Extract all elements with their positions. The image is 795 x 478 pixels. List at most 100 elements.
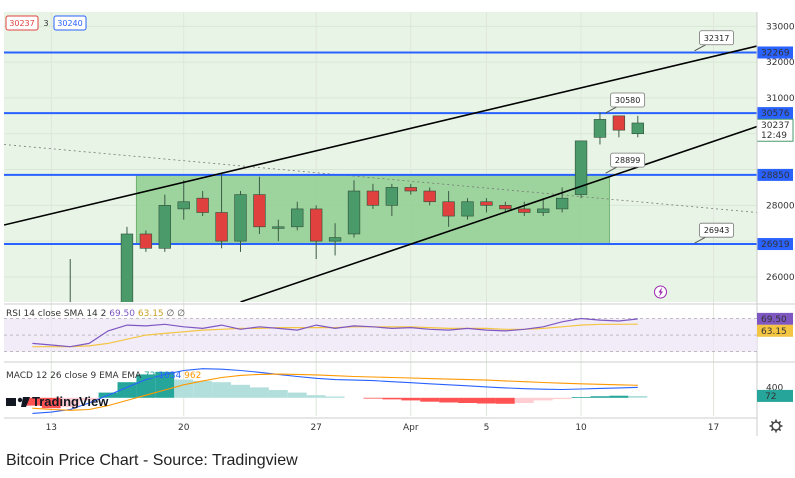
chart-caption: Bitcoin Price Chart - Source: Tradingvie…	[6, 452, 298, 469]
macd-histogram-bar	[495, 397, 515, 404]
callout-pointer	[605, 106, 617, 114]
gear-icon[interactable]	[769, 419, 783, 433]
candle	[291, 208, 304, 228]
macd-histogram-bar	[41, 397, 61, 409]
rsi-ma-axis-label: 63.15	[761, 327, 787, 337]
macd-histogram-bar	[382, 397, 402, 400]
macd-histogram-bar	[628, 395, 648, 398]
level-axis-label: 32269	[761, 48, 790, 58]
macd-label: MACD 12 26 close 9 EMA EMA 72 1034 962	[6, 371, 201, 381]
candle	[612, 115, 626, 131]
candle	[442, 201, 455, 217]
rsi-label: RSI 14 close SMA 14 2 69.50 63.15 ∅ ∅	[6, 309, 185, 319]
macd-histogram-bar	[533, 397, 553, 401]
level-axis-label: 30576	[761, 109, 790, 119]
candle	[593, 119, 607, 138]
gear-icon-tooth[interactable]	[778, 428, 782, 432]
x-tick-label: 20	[178, 423, 190, 433]
tradingview-logo-dot[interactable]	[17, 397, 23, 403]
macd-histogram-bar	[363, 397, 383, 399]
current-price-time: 12:49	[761, 131, 787, 141]
macd-histogram-bar	[306, 395, 326, 398]
candle	[328, 237, 342, 242]
level-axis-badge	[757, 107, 793, 120]
candle	[537, 208, 550, 213]
y-tick-label: 28000	[766, 201, 795, 211]
gear-icon-tooth[interactable]	[778, 420, 782, 424]
trend-line	[4, 45, 757, 226]
callout-box	[610, 152, 646, 168]
gear-icon-tooth[interactable]	[770, 420, 774, 424]
macd-histogram-bar	[514, 397, 534, 403]
candle	[423, 190, 436, 203]
callout-box	[610, 92, 646, 108]
macd-histogram-bar	[174, 379, 194, 398]
main-plot: 32317 30580 28899 26943	[4, 30, 757, 302]
candle	[177, 201, 190, 210]
current-price-label: 30237	[761, 121, 790, 131]
candle	[480, 201, 493, 206]
lightning-icon-bolt[interactable]	[658, 287, 664, 297]
trend-line	[240, 125, 757, 302]
level-axis-label: 28850	[761, 171, 790, 181]
candle	[555, 197, 569, 210]
macd-axis-label: 72	[765, 392, 776, 402]
macd-histogram-bar	[458, 397, 477, 403]
chart: 32317 30580 28899 26943 26000 28000 31000 32000…	[4, 12, 795, 436]
ask-price: 30240	[57, 19, 82, 28]
candle	[631, 122, 644, 135]
macd-histogram-bar	[249, 387, 269, 398]
macd-histogram-bar	[571, 397, 591, 398]
tradingview-logo[interactable]: TradingView	[6, 394, 109, 409]
rsi-line	[32, 317, 638, 348]
candle	[215, 212, 228, 242]
x-tick-label: Apr	[403, 423, 419, 433]
macd-histogram-bar	[552, 397, 572, 400]
candle	[574, 140, 588, 195]
macd-histogram-bar	[439, 397, 459, 403]
level-axis-label: 26919	[761, 240, 790, 250]
macd-histogram-bar	[476, 397, 496, 404]
candle	[461, 201, 474, 217]
candle	[404, 187, 417, 192]
x-tick-label: 13	[46, 423, 57, 433]
macd-histogram-bar	[212, 382, 232, 398]
macd-histogram-bar	[136, 374, 156, 398]
ask-badge[interactable]	[53, 15, 87, 31]
gear-icon-ring[interactable]	[771, 421, 781, 431]
macd-histogram-bar	[22, 397, 42, 406]
tradingview-logo-slash[interactable]	[21, 397, 30, 407]
tradingview-logo-mark[interactable]	[6, 398, 16, 406]
candle	[139, 233, 153, 249]
candle	[253, 194, 266, 228]
bid-price: 30237	[9, 19, 34, 28]
macd-histogram-bar	[420, 397, 440, 402]
macd-histogram-bar	[268, 390, 288, 398]
lightning-icon[interactable]	[654, 285, 668, 299]
gear-icon-tooth[interactable]	[770, 428, 774, 432]
y-tick-label: 26000	[766, 273, 795, 283]
x-tick-label: 27	[310, 423, 321, 433]
callout-pointer	[605, 166, 617, 174]
bid-badge[interactable]	[5, 15, 39, 31]
level-axis-badge	[757, 46, 793, 59]
rsi-ma-line	[32, 323, 638, 348]
macd-histogram-bar	[79, 397, 99, 401]
macd-histogram-bar	[287, 392, 307, 398]
callout-label: 28899	[615, 156, 640, 165]
callout-label: 30580	[615, 96, 640, 105]
level-axis-badge	[757, 168, 793, 181]
macd-histogram-bar	[609, 395, 629, 398]
x-tick-label: 17	[708, 423, 719, 433]
rsi-axis-badge	[757, 312, 793, 325]
tradingview-logo-text: TradingView	[32, 394, 109, 409]
candle	[196, 197, 209, 213]
macd-histogram-bar	[231, 384, 250, 398]
macd-histogram-bar	[590, 396, 610, 398]
rsi-axis-label: 69.50	[761, 315, 787, 325]
macd-axis-badge	[757, 389, 793, 402]
level-axis-badge	[757, 238, 793, 251]
macd-histogram-bar	[193, 380, 213, 398]
candle	[310, 208, 323, 242]
dashed-trend-line	[4, 144, 757, 213]
